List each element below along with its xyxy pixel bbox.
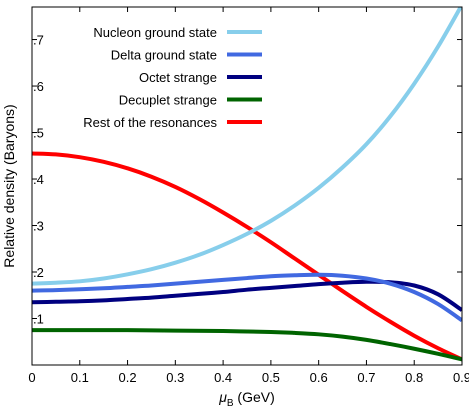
series-line-delta-ground-state bbox=[32, 272, 462, 323]
series-line-nucleon-ground-state bbox=[32, 7, 462, 286]
x-tick-label: 0.8 bbox=[405, 370, 423, 385]
legend-label-nucleon-ground-state: Nucleon ground state bbox=[93, 25, 217, 40]
series-lines bbox=[32, 7, 462, 362]
legend-label-octet-strange: Octet strange bbox=[139, 70, 217, 85]
y-tick-label: .6 bbox=[33, 79, 44, 94]
x-tick-label: 0.7 bbox=[357, 370, 375, 385]
y-tick-label: .7 bbox=[33, 33, 44, 48]
x-tick-label: 0.6 bbox=[310, 370, 328, 385]
series-line-decuplet-strange bbox=[32, 328, 462, 362]
y-axis-label: Relative density (Baryons) bbox=[1, 104, 17, 267]
y-tick-label: .5 bbox=[33, 126, 44, 141]
legend: Nucleon ground state Delta ground state Oc… bbox=[83, 25, 262, 130]
y-tick-label: .2 bbox=[33, 265, 44, 280]
y-tick-label: .1 bbox=[33, 312, 44, 327]
x-tick-label: 0.5 bbox=[262, 370, 280, 385]
x-tick-label: 0 bbox=[28, 370, 35, 385]
x-tick-label: 0.9 bbox=[453, 370, 469, 385]
x-axis-label: μB (GeV) bbox=[218, 389, 275, 409]
x-tick-label: 0.4 bbox=[214, 370, 232, 385]
legend-label-decuplet-strange: Decuplet strange bbox=[119, 93, 217, 108]
y-ticks: .1 .2 .3 .4 .5 .6 .7 bbox=[32, 33, 462, 327]
x-axis-label-sub: B bbox=[227, 398, 234, 409]
series-line-rest-of-the-resonances bbox=[32, 151, 462, 362]
legend-label-delta-ground-state: Delta ground state bbox=[111, 48, 217, 63]
x-tick-label: 0.1 bbox=[71, 370, 89, 385]
y-tick-label: .4 bbox=[33, 172, 44, 187]
x-ticks: 0 0.1 0.2 0.3 0.4 0.5 0.6 0.7 0.8 0.9 bbox=[28, 7, 469, 385]
x-axis-label-main: μ bbox=[218, 389, 227, 405]
x-axis-label-rest: (GeV) bbox=[234, 389, 275, 405]
legend-label-rest-of-the-resonances: Rest of the resonances bbox=[83, 115, 217, 130]
plot-frame bbox=[31, 6, 463, 366]
x-tick-label: 0.3 bbox=[166, 370, 184, 385]
x-tick-label: 0.2 bbox=[119, 370, 137, 385]
y-tick-label: .3 bbox=[33, 219, 44, 234]
